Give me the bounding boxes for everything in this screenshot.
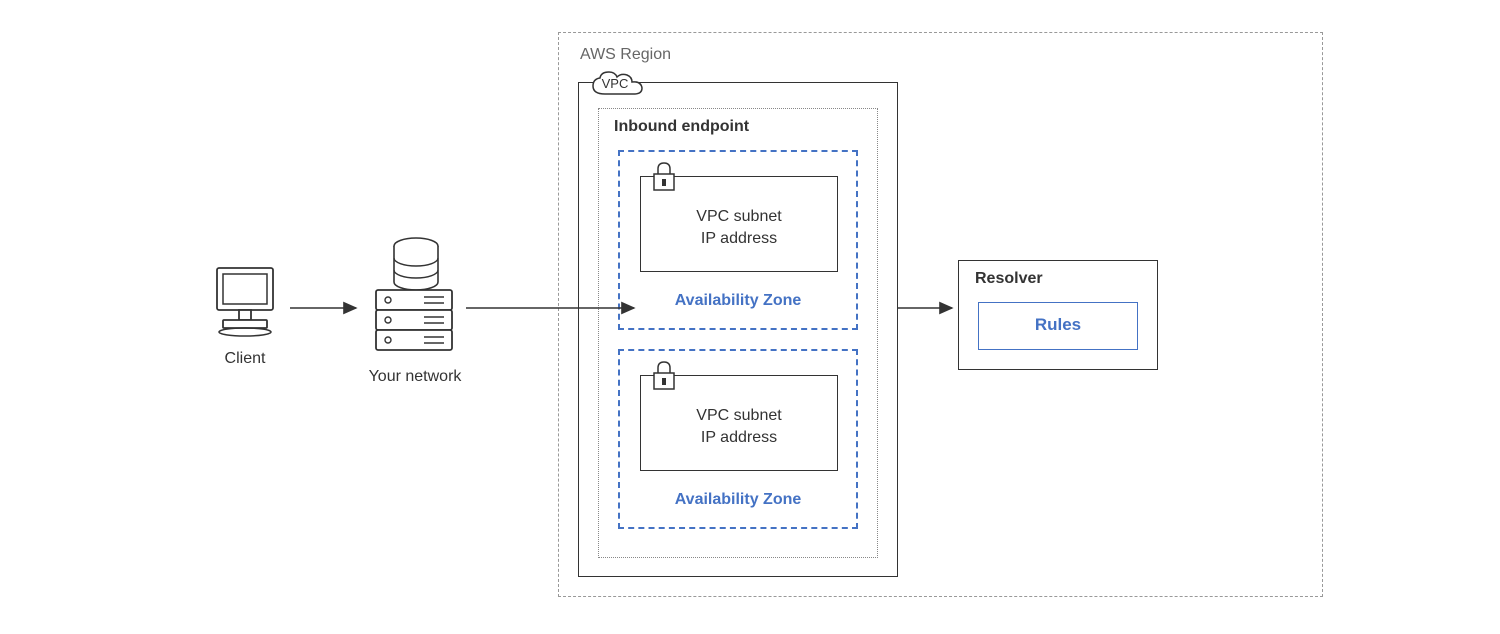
computer-icon xyxy=(205,262,285,345)
vpc-subnet-1-line1: VPC subnet xyxy=(640,208,838,226)
vpc-cloud-icon: VPC xyxy=(585,66,655,107)
rules-label: Rules xyxy=(978,315,1138,335)
your-network-label: Your network xyxy=(355,368,475,386)
vpc-subnet-2-line2: IP address xyxy=(640,429,838,447)
availability-zone-1-label: Availability Zone xyxy=(618,292,858,310)
svg-text:VPC: VPC xyxy=(602,76,629,91)
aws-region-label: AWS Region xyxy=(580,46,671,64)
vpc-subnet-1-line2: IP address xyxy=(640,230,838,248)
resolver-label: Resolver xyxy=(975,270,1043,288)
vpc-subnet-2-line1: VPC subnet xyxy=(640,407,838,425)
lock-icon xyxy=(650,359,678,396)
availability-zone-2-label: Availability Zone xyxy=(618,491,858,509)
client-label: Client xyxy=(200,350,290,368)
architecture-diagram: AWS Region VPC Inbound endpoint VPC subn… xyxy=(0,0,1500,634)
inbound-endpoint-label: Inbound endpoint xyxy=(614,118,749,136)
server-database-icon xyxy=(364,232,464,367)
lock-icon xyxy=(650,160,678,197)
